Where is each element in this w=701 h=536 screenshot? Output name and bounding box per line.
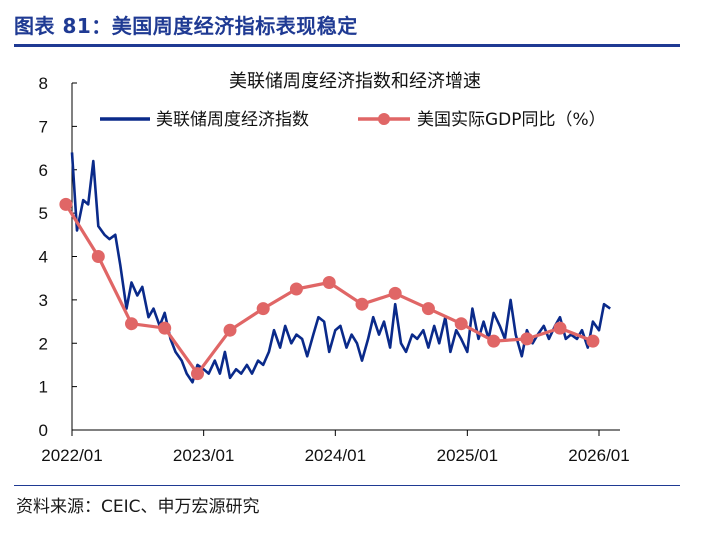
real-gdp-yoy-point (256, 302, 270, 316)
legend-gdp-label: 美国实际GDP同比（%） (417, 110, 606, 130)
x-tick-label: 2022/01 (41, 446, 102, 465)
y-tick-label: 8 (39, 74, 48, 93)
x-tick-label: 2024/01 (305, 446, 366, 465)
real-gdp-yoy-point (91, 250, 105, 263)
gdp-series (59, 197, 600, 381)
real-gdp-yoy-point (355, 297, 369, 311)
real-gdp-yoy-point (125, 317, 138, 331)
source-rule (14, 485, 680, 486)
x-tick-label: 2025/01 (437, 446, 498, 465)
figure-title: 图表 81：美国周度经济指标表现稳定 (14, 14, 358, 38)
legend-wei-label: 美联储周度经济指数 (156, 110, 309, 130)
real-gdp-yoy-point (158, 321, 172, 335)
legend-gdp-marker (378, 113, 390, 125)
chart: 美联储周度经济指数和经济增速 美联储周度经济指数 美国实际GDP同比（%） 0 1… (39, 71, 630, 465)
real-gdp-yoy-point (59, 197, 73, 211)
real-gdp-yoy-point (289, 282, 303, 296)
real-gdp-yoy-point (454, 317, 468, 331)
y-tick-label: 3 (39, 291, 48, 310)
real-gdp-yoy-point (388, 286, 402, 300)
real-gdp-yoy-point (322, 276, 336, 289)
real-gdp-yoy-point (520, 332, 534, 346)
real-gdp-yoy-point (223, 323, 237, 337)
real-gdp-yoy-point (421, 302, 435, 316)
x-tick-label: 2023/01 (173, 446, 234, 465)
x-tick-label: 2026/01 (568, 446, 629, 465)
real-gdp-yoy-point (487, 334, 501, 348)
real-gdp-yoy-point (553, 321, 567, 335)
title-rule (14, 44, 680, 47)
y-tick-label: 1 (39, 378, 48, 397)
y-tick-label: 7 (39, 117, 48, 136)
source-note: 资料来源：CEIC、申万宏源研究 (16, 497, 260, 517)
weekly-economic-index-line (70, 152, 611, 384)
axes: 0 1 2 3 4 5 6 7 8 2022/01 2023/01 2024/01 2025/01 202… (39, 74, 630, 465)
y-tick-label: 4 (39, 248, 48, 267)
real-gdp-yoy-point (191, 367, 204, 381)
real-gdp-yoy-point (586, 334, 600, 348)
y-tick-label: 5 (39, 204, 48, 223)
y-tick-label: 6 (39, 161, 48, 180)
wei-series (70, 152, 611, 384)
legend: 美联储周度经济指数 美国实际GDP同比（%） (100, 110, 606, 130)
chart-title: 美联储周度经济指数和经济增速 (229, 71, 481, 92)
y-tick-label: 0 (39, 421, 48, 440)
y-tick-label: 2 (39, 334, 48, 353)
